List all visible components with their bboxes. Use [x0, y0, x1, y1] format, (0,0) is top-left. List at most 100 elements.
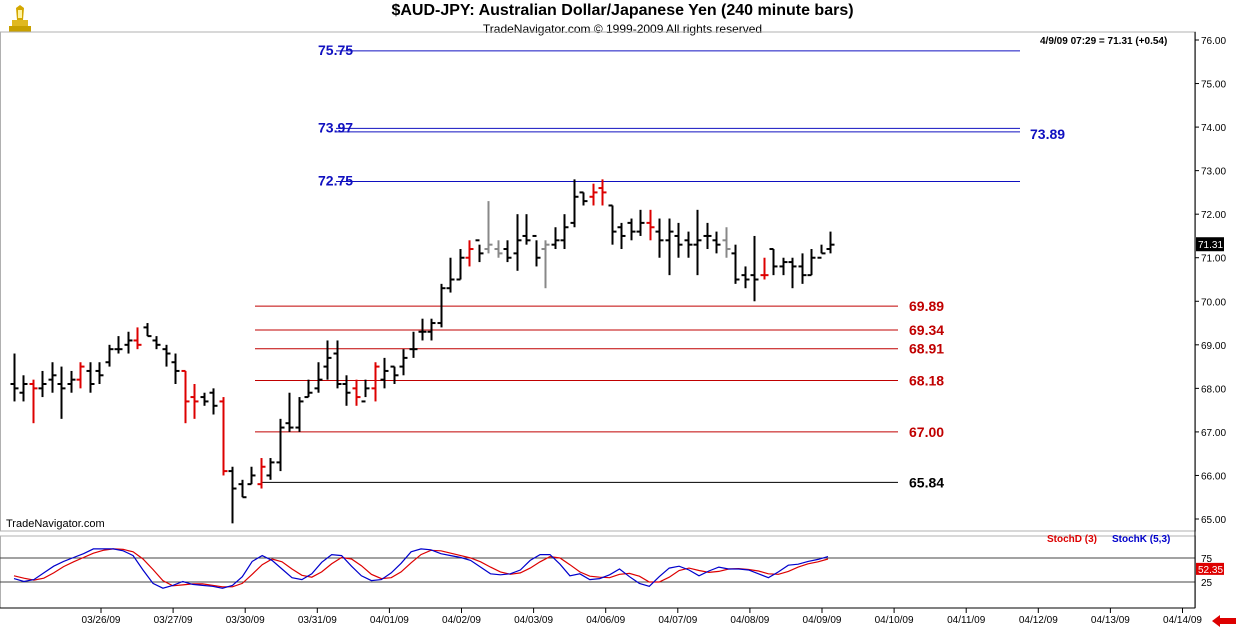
- ohlc-bar: [522, 214, 531, 245]
- ohlc-bar: [560, 214, 569, 250]
- stochk-legend: StochK (5,3): [1112, 534, 1170, 545]
- ohlc-bar: [171, 353, 180, 385]
- ohlc-bar: [67, 370, 76, 393]
- x-tick-label: 04/03/09: [514, 615, 553, 626]
- ohlc-bar: [10, 353, 19, 402]
- ohlc-bar: [143, 323, 152, 338]
- y-tick-label: 68.00: [1201, 384, 1226, 395]
- ohlc-bar: [228, 466, 237, 524]
- ohlc-bar: [19, 375, 28, 402]
- scroll-left-arrow-icon: [1212, 615, 1236, 627]
- ohlc-bar: [380, 357, 389, 389]
- ohlc-bar: [750, 235, 759, 302]
- ohlc-bar: [617, 222, 626, 250]
- ohlc-bar: [532, 234, 541, 267]
- ohlc-bar: [247, 466, 256, 486]
- ohlc-bar: [409, 331, 418, 358]
- ohlc-bar: [124, 331, 133, 354]
- x-tick-label: 04/06/09: [586, 615, 625, 626]
- ohlc-bar: [427, 318, 436, 341]
- ohlc-bar: [133, 327, 142, 350]
- x-tick-label: 04/02/09: [442, 615, 481, 626]
- x-tick-label: 03/26/09: [82, 615, 121, 626]
- ohlc-bar: [456, 249, 465, 281]
- ohlc-bar: [38, 370, 47, 398]
- ohlc-bar: [646, 209, 655, 241]
- ohlc-bar: [285, 392, 294, 432]
- x-tick-label: 04/11/09: [947, 615, 986, 626]
- ohlc-bar: [684, 231, 693, 258]
- ohlc-bar: [760, 257, 769, 280]
- last-price-info: 4/9/09 07:29 = 71.31 (+0.54): [1040, 36, 1167, 47]
- ohlc-bar: [86, 362, 95, 393]
- ohlc-bar: [437, 283, 446, 328]
- ohlc-bar: [152, 336, 161, 350]
- ohlc-bar: [741, 266, 750, 289]
- ohlc-bar: [570, 179, 579, 228]
- ohlc-bar: [484, 201, 493, 254]
- trade-navigator-logo-icon: [9, 5, 31, 32]
- ohlc-bar: [295, 397, 304, 432]
- ohlc-bar: [57, 366, 66, 419]
- y-tick-label: 70.00: [1201, 297, 1226, 308]
- ohlc-bar: [266, 458, 275, 480]
- ohlc-bar: [352, 379, 361, 406]
- upper-level-label: 75.75: [318, 42, 353, 58]
- ohlc-bar: [200, 392, 209, 406]
- ohlc-bar: [731, 244, 740, 284]
- ohlc-bar: [95, 362, 104, 385]
- x-tick-label: 03/31/09: [298, 615, 337, 626]
- indicator-plot-frame: [0, 535, 1196, 609]
- ohlc-bar: [257, 458, 266, 489]
- upper-level-label: 73.89: [1030, 126, 1065, 142]
- x-tick-label: 04/08/09: [730, 615, 769, 626]
- x-tick-label: 04/09/09: [803, 615, 842, 626]
- lower-level-label: 68.18: [909, 373, 944, 389]
- x-tick-label: 03/30/09: [226, 615, 265, 626]
- ohlc-bar: [674, 222, 683, 258]
- chart-title: $AUD-JPY: Australian Dollar/Japanese Yen…: [391, 2, 854, 19]
- indicator-last-box: [1196, 562, 1224, 575]
- price-axis-area: [1196, 32, 1244, 608]
- ohlc-bar: [323, 340, 332, 380]
- ohlc-bar: [29, 379, 38, 424]
- lower-level-label: 69.89: [909, 298, 944, 314]
- ohlc-bar: [465, 240, 474, 267]
- ohlc-bar: [579, 191, 588, 206]
- ohlc-bar: [475, 239, 484, 263]
- ohlc-bar: [114, 336, 123, 354]
- x-tick-label: 03/27/09: [154, 615, 193, 626]
- y-tick-label: 66.00: [1201, 471, 1226, 482]
- ohlc-bar: [541, 240, 550, 289]
- y-tick-label: 69.00: [1201, 341, 1226, 352]
- x-tick-label: 04/12/09: [1019, 615, 1058, 626]
- y-tick-label: 71.00: [1201, 254, 1226, 265]
- indicator-last-label: 52.35: [1198, 565, 1223, 576]
- lower-level-label: 67.00: [909, 424, 944, 440]
- ohlc-bar: [399, 349, 408, 376]
- ohlc-bar: [371, 362, 380, 402]
- ohlc-bar: [608, 204, 617, 245]
- x-tick-label: 04/13/09: [1091, 615, 1130, 626]
- x-tick-label: 04/07/09: [658, 615, 697, 626]
- y-tick-label: 65.00: [1201, 515, 1226, 526]
- main-plot-frame: [0, 31, 1196, 532]
- ohlc-bar: [636, 209, 645, 236]
- y-tick-label: 75.00: [1201, 80, 1226, 91]
- last-price-label: 71.31: [1198, 240, 1223, 251]
- ohlc-bar: [494, 240, 503, 258]
- ohlc-bar: [779, 257, 788, 276]
- ohlc-bar: [665, 218, 674, 276]
- y-tick-label: 72.00: [1201, 210, 1226, 221]
- ohlc-bar: [105, 344, 114, 367]
- base-level-label: 65.84: [909, 474, 944, 490]
- ohlc-bar: [333, 340, 342, 389]
- ohlc-bar: [361, 379, 370, 403]
- ohlc-bar: [503, 240, 512, 263]
- x-tick-label: 04/14/09: [1163, 615, 1202, 626]
- ohlc-bar: [589, 183, 598, 206]
- ohlc-bar: [238, 479, 247, 499]
- ohlc-bar: [712, 231, 721, 254]
- ohlc-bar: [807, 249, 816, 277]
